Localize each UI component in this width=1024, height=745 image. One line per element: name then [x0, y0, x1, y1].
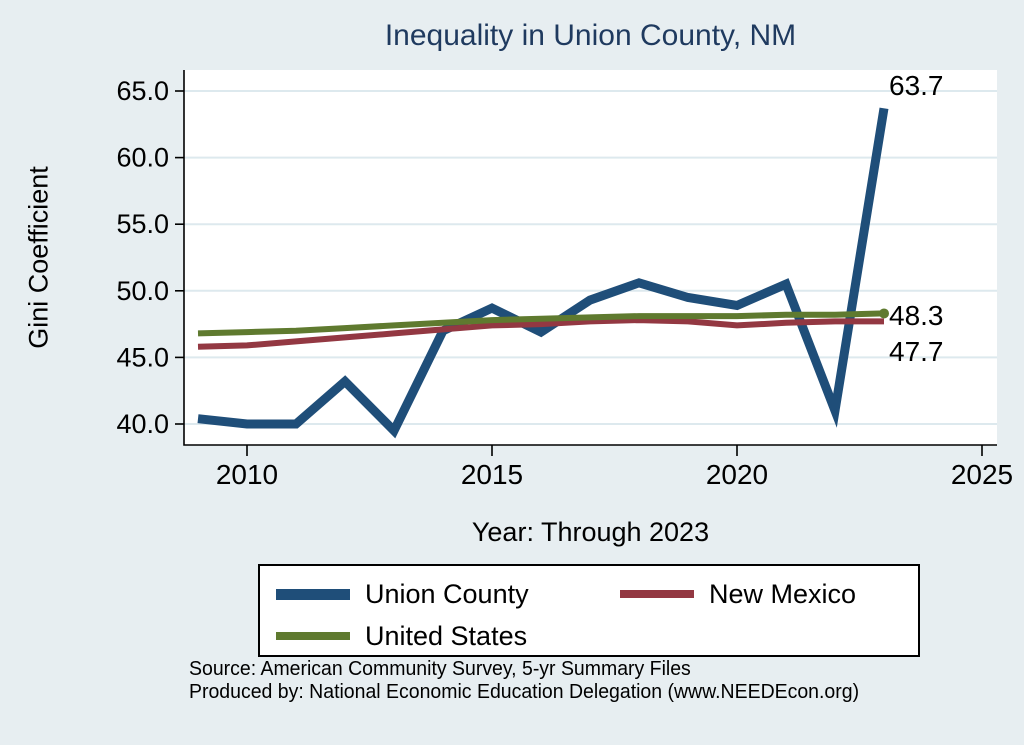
legend-label-united-states: United States	[365, 620, 528, 651]
y-tick-label: 60.0	[116, 143, 169, 173]
series-line-union-county	[197, 107, 889, 439]
axis-lines	[183, 70, 997, 446]
footer-notes: Source: American Community Survey, 5-yr …	[189, 657, 860, 703]
produced-by-note: Produced by: National Economic Education…	[189, 679, 860, 703]
legend-item-union-county: Union County	[276, 577, 529, 611]
chart-title: Inequality in Union County, NM	[384, 19, 797, 52]
x-tick-label: 2020	[706, 459, 768, 490]
x-tick-label: 2010	[216, 459, 278, 490]
series-end-marker-united-states	[879, 308, 889, 319]
new-mexico-line-swatch	[620, 590, 694, 598]
series-line-new-mexico	[197, 317, 884, 350]
y-tick-label: 65.0	[116, 76, 169, 106]
y-axis-title: Gini Coefficient	[23, 166, 54, 349]
x-tick-label: 2025	[951, 459, 1013, 490]
union-county-end-value-label: 63.7	[889, 70, 944, 101]
y-tick-label: 45.0	[116, 342, 169, 372]
x-axis-title: Year: Through 2023	[471, 517, 710, 547]
source-note: Source: American Community Survey, 5-yr …	[189, 657, 691, 680]
legend-item-united-states: United States	[276, 619, 527, 653]
legend-item-new-mexico: New Mexico	[620, 577, 856, 611]
united-states-line-swatch	[276, 632, 350, 640]
legend: Union County New Mexico United States	[258, 564, 920, 657]
series-line-united-states	[197, 310, 885, 337]
legend-label-union-county: Union County	[365, 578, 529, 609]
y-tick-label: 40.0	[116, 409, 169, 439]
united-states-end-value-label: 48.3	[889, 300, 944, 331]
union-county-line-swatch	[276, 588, 350, 600]
y-tick-label: 50.0	[116, 276, 169, 306]
x-tick-label: 2015	[461, 459, 523, 490]
new-mexico-end-value-label: 47.7	[889, 336, 944, 367]
legend-label-new-mexico: New Mexico	[709, 578, 857, 609]
y-tick-label: 55.0	[116, 209, 169, 239]
plot-background	[184, 70, 997, 445]
